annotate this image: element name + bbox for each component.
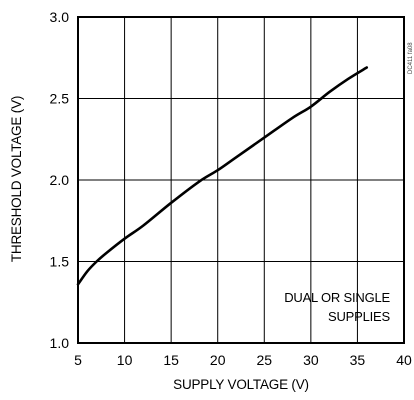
x-tick-label: 10	[117, 352, 133, 368]
y-tick-label: 1.0	[50, 335, 70, 351]
y-tick-label: 1.5	[50, 254, 70, 270]
x-tick-label: 30	[303, 352, 319, 368]
x-tick-label: 35	[350, 352, 366, 368]
y-tick-label: 2.5	[50, 91, 70, 107]
annotation-line-1: DUAL OR SINGLE	[284, 290, 390, 305]
figure-code: DC411 fa08	[408, 42, 414, 74]
x-tick-labels: 5 10 15 20 25 30 35 40	[74, 352, 412, 368]
x-tick-label: 40	[396, 352, 412, 368]
y-tick-labels: 1.0 1.5 2.0 2.5 3.0	[50, 9, 70, 351]
grid	[78, 17, 404, 343]
series-layer	[76, 66, 369, 286]
x-tick-label: 15	[163, 352, 179, 368]
y-axis-label: THRESHOLD VOLTAGE (V)	[9, 96, 24, 262]
x-tick-label: 5	[74, 352, 82, 368]
y-tick-label: 3.0	[50, 9, 70, 25]
x-tick-label: 25	[256, 352, 272, 368]
x-axis-label: SUPPLY VOLTAGE (V)	[173, 377, 309, 392]
y-tick-label: 2.0	[50, 172, 70, 188]
x-tick-label: 20	[210, 352, 226, 368]
plot-frame	[77, 16, 405, 344]
series-line	[76, 66, 369, 286]
annotation-line-2: SUPPLIES	[328, 309, 391, 324]
